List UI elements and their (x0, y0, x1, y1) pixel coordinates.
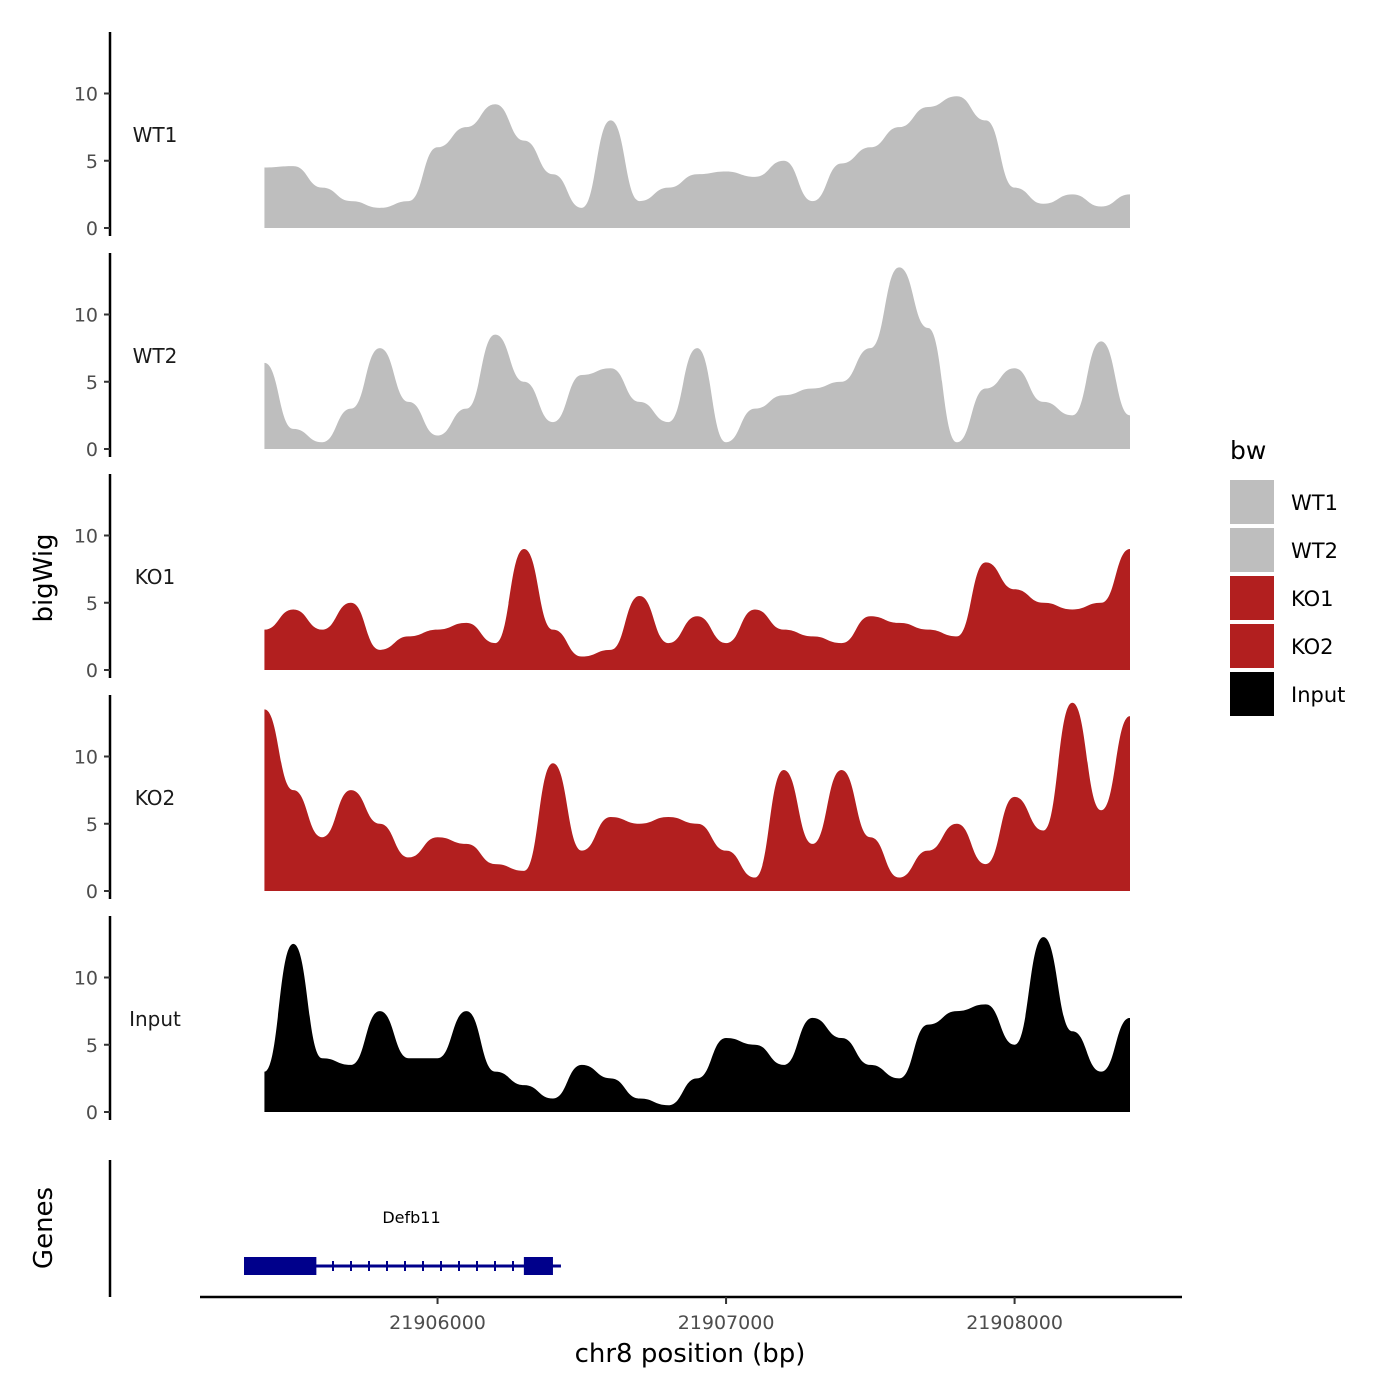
legend-title: bw (1230, 436, 1266, 465)
track-ko1: 0 5 10 KO1 (74, 474, 1130, 682)
legend-label-input: Input (1291, 683, 1345, 707)
y-tick-label: 5 (86, 151, 98, 173)
gene-exon (244, 1257, 317, 1275)
y-tick-label: 5 (86, 1035, 98, 1057)
y-tick-label: 0 (86, 1102, 98, 1124)
gene-defb11: Defb11 (244, 1208, 561, 1275)
legend-swatch-input (1230, 672, 1274, 716)
y-tick-label: 0 (86, 218, 98, 240)
legend-swatch-ko2 (1230, 624, 1274, 668)
legend-swatch-ko1 (1230, 576, 1274, 620)
genes-panel: Defb11 (108, 1160, 561, 1297)
x-tick-label: 21906000 (389, 1312, 486, 1334)
x-tick-label: 21908000 (966, 1312, 1063, 1334)
gene-label: Defb11 (382, 1208, 440, 1227)
track-wt2: 0 5 10 WT2 (74, 253, 1130, 461)
area-input (264, 937, 1130, 1112)
track-label: KO1 (135, 565, 176, 589)
x-axis: 21906000 21907000 21908000 (200, 1295, 1182, 1334)
gene-exon (523, 1257, 553, 1275)
x-axis-title: chr8 position (bp) (575, 1339, 806, 1369)
legend: bw WT1 WT2 KO1 KO2 Input (1230, 436, 1345, 716)
y-tick-label: 10 (74, 84, 98, 106)
track-input: 0 5 10 Input (74, 916, 1130, 1124)
y-tick-label: 5 (86, 814, 98, 836)
area-wt1 (264, 96, 1130, 228)
y-tick-label: 10 (74, 526, 98, 548)
y-tick-label: 10 (74, 305, 98, 327)
y-tick-label: 0 (86, 439, 98, 461)
x-tick-label: 21907000 (678, 1312, 775, 1334)
y-tick-label: 10 (74, 968, 98, 990)
y-tick-label: 0 (86, 660, 98, 682)
track-label: Input (129, 1007, 181, 1031)
track-ko2: 0 5 10 KO2 (74, 695, 1130, 903)
legend-swatch-wt2 (1230, 528, 1274, 572)
track-panels: 0 5 10 WT1 0 5 10 WT2 0 5 10 KO1 0 5 10 KO2 0 5 10 Input (74, 32, 1130, 1124)
legend-label-wt2: WT2 (1291, 539, 1338, 563)
track-label: WT1 (133, 123, 178, 147)
y-tick-label: 5 (86, 372, 98, 394)
legend-swatch-wt1 (1230, 480, 1274, 524)
track-label: WT2 (133, 344, 178, 368)
legend-label-wt1: WT1 (1291, 491, 1338, 515)
area-wt2 (264, 267, 1130, 449)
area-ko1 (264, 528, 1130, 670)
track-wt1: 0 5 10 WT1 (74, 32, 1130, 240)
area-ko2 (264, 702, 1130, 891)
y-tick-label: 10 (74, 747, 98, 769)
genes-axis-title: Genes (29, 1187, 59, 1269)
y-tick-label: 0 (86, 881, 98, 903)
y-axis-title: bigWig (29, 533, 59, 622)
y-tick-label: 5 (86, 593, 98, 615)
track-label: KO2 (135, 786, 176, 810)
legend-label-ko1: KO1 (1291, 587, 1334, 611)
legend-label-ko2: KO2 (1291, 635, 1334, 659)
